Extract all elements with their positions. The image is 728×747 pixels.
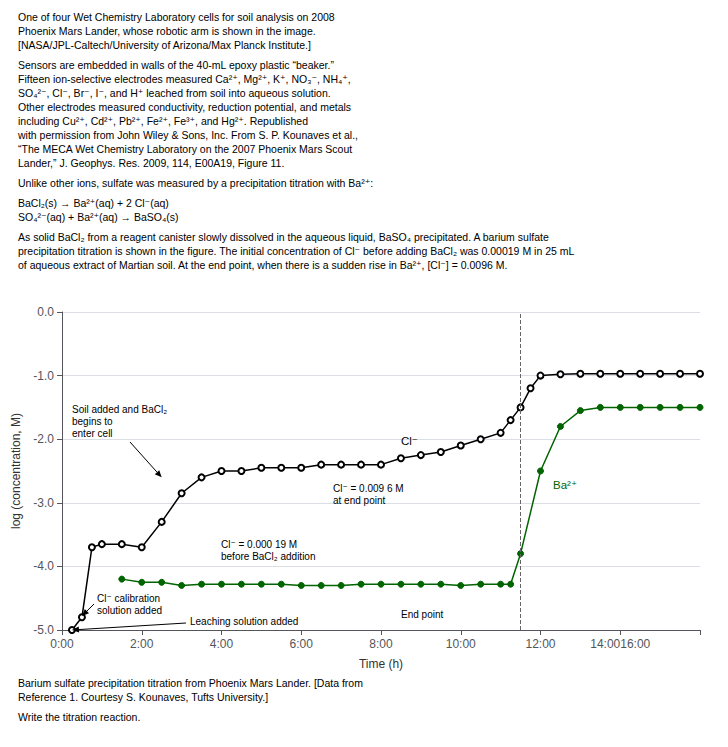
svg-text:Cl⁻ = 0.009 6 M: Cl⁻ = 0.009 6 M (333, 483, 404, 494)
svg-text:-5.0: -5.0 (33, 623, 54, 637)
svg-text:Reference 1. Courtesy S. Kouna: Reference 1. Courtesy S. Kounaves, Tufts… (18, 691, 268, 703)
svg-text:Sensors are embedded in walls: Sensors are embedded in walls of the 40-… (18, 59, 334, 71)
svg-text:0.0: 0.0 (37, 305, 54, 319)
svg-text:Cl⁻ = 0.000 19 M: Cl⁻ = 0.000 19 M (221, 539, 297, 550)
svg-text:precipitation titration is sho: precipitation titration is shown in the … (18, 245, 574, 257)
svg-text:log (concentration, M): log (concentration, M) (9, 413, 23, 529)
svg-text:Other electrodes measured cond: Other electrodes measured conductivity, … (18, 101, 351, 113)
svg-text:Lander,” J. Geophys. Res. 2009: Lander,” J. Geophys. Res. 2009, 114, E00… (18, 157, 284, 169)
svg-text:6:00: 6:00 (290, 637, 314, 651)
svg-text:0:00: 0:00 (50, 637, 74, 651)
svg-text:-1.0: -1.0 (33, 369, 54, 383)
svg-text:2:00: 2:00 (130, 637, 154, 651)
svg-text:-4.0: -4.0 (33, 559, 54, 573)
svg-text:4:00: 4:00 (210, 637, 234, 651)
svg-text:Leaching solution added: Leaching solution added (190, 616, 298, 627)
svg-text:enter cell: enter cell (72, 428, 113, 439)
svg-text:Write the titration reaction.: Write the titration reaction. (18, 711, 140, 723)
svg-text:10:00: 10:00 (446, 637, 476, 651)
svg-text:Cl⁻: Cl⁻ (401, 435, 418, 447)
svg-text:with permission from John Wile: with permission from John Wiley & Sons, … (17, 129, 358, 141)
svg-text:of aqueous extract of Martian: of aqueous extract of Martian soil. At t… (18, 259, 507, 271)
svg-text:Cl⁻ calibration: Cl⁻ calibration (97, 593, 160, 604)
svg-text:BaCl₂(s) → Ba²⁺(aq) + 2 Cl⁻(aq: BaCl₂(s) → Ba²⁺(aq) + 2 Cl⁻(aq) (18, 197, 169, 209)
svg-text:before BaCl₂ addition: before BaCl₂ addition (221, 551, 316, 562)
svg-text:-2.0: -2.0 (33, 432, 54, 446)
svg-text:12:00: 12:00 (525, 637, 555, 651)
svg-text:-3.0: -3.0 (33, 496, 54, 510)
svg-text:Phoenix Mars Lander, whose rob: Phoenix Mars Lander, whose robotic arm i… (18, 25, 316, 37)
svg-text:Unlike other ions, sulfate was: Unlike other ions, sulfate was measured … (18, 177, 373, 189)
svg-text:“The MECA Wet Chemistry Labora: “The MECA Wet Chemistry Laboratory on th… (18, 143, 352, 155)
svg-text:14:0016:00: 14:0016:00 (590, 637, 650, 651)
svg-text:Soil added and BaCl₂: Soil added and BaCl₂ (72, 404, 167, 415)
svg-text:SO₄²⁻, Cl⁻, Br⁻, I⁻, and H⁺ le: SO₄²⁻, Cl⁻, Br⁻, I⁻, and H⁺ leached from… (18, 87, 331, 99)
svg-text:As solid BaCl₂ from a reagent: As solid BaCl₂ from a reagent canister s… (18, 231, 549, 243)
svg-text:One of four Wet Chemistry Labo: One of four Wet Chemistry Laboratory cel… (18, 11, 335, 23)
svg-text:begins to: begins to (72, 416, 113, 427)
svg-text:Fifteen ion-selective electrod: Fifteen ion-selective electrodes measure… (18, 73, 351, 85)
svg-text:Ba²⁺: Ba²⁺ (553, 479, 577, 491)
svg-text:Time (h): Time (h) (359, 657, 403, 671)
svg-text:solution added: solution added (97, 605, 162, 616)
svg-text:8:00: 8:00 (369, 637, 393, 651)
svg-text:Barium sulfate precipitation t: Barium sulfate precipitation titration f… (18, 677, 363, 689)
svg-text:at end point: at end point (333, 495, 385, 506)
svg-text:SO₄²⁻(aq) + Ba²⁺(aq) → BaSO₄(s: SO₄²⁻(aq) + Ba²⁺(aq) → BaSO₄(s) (18, 211, 179, 223)
svg-text:End point: End point (401, 609, 443, 620)
svg-text:including Cu²⁺, Cd²⁺, Pb²⁺, Fe: including Cu²⁺, Cd²⁺, Pb²⁺, Fe²⁺, Fe³⁺, … (18, 115, 308, 127)
svg-text:[NASA/JPL-Caltech/University o: [NASA/JPL-Caltech/University of Arizona/… (18, 39, 311, 51)
